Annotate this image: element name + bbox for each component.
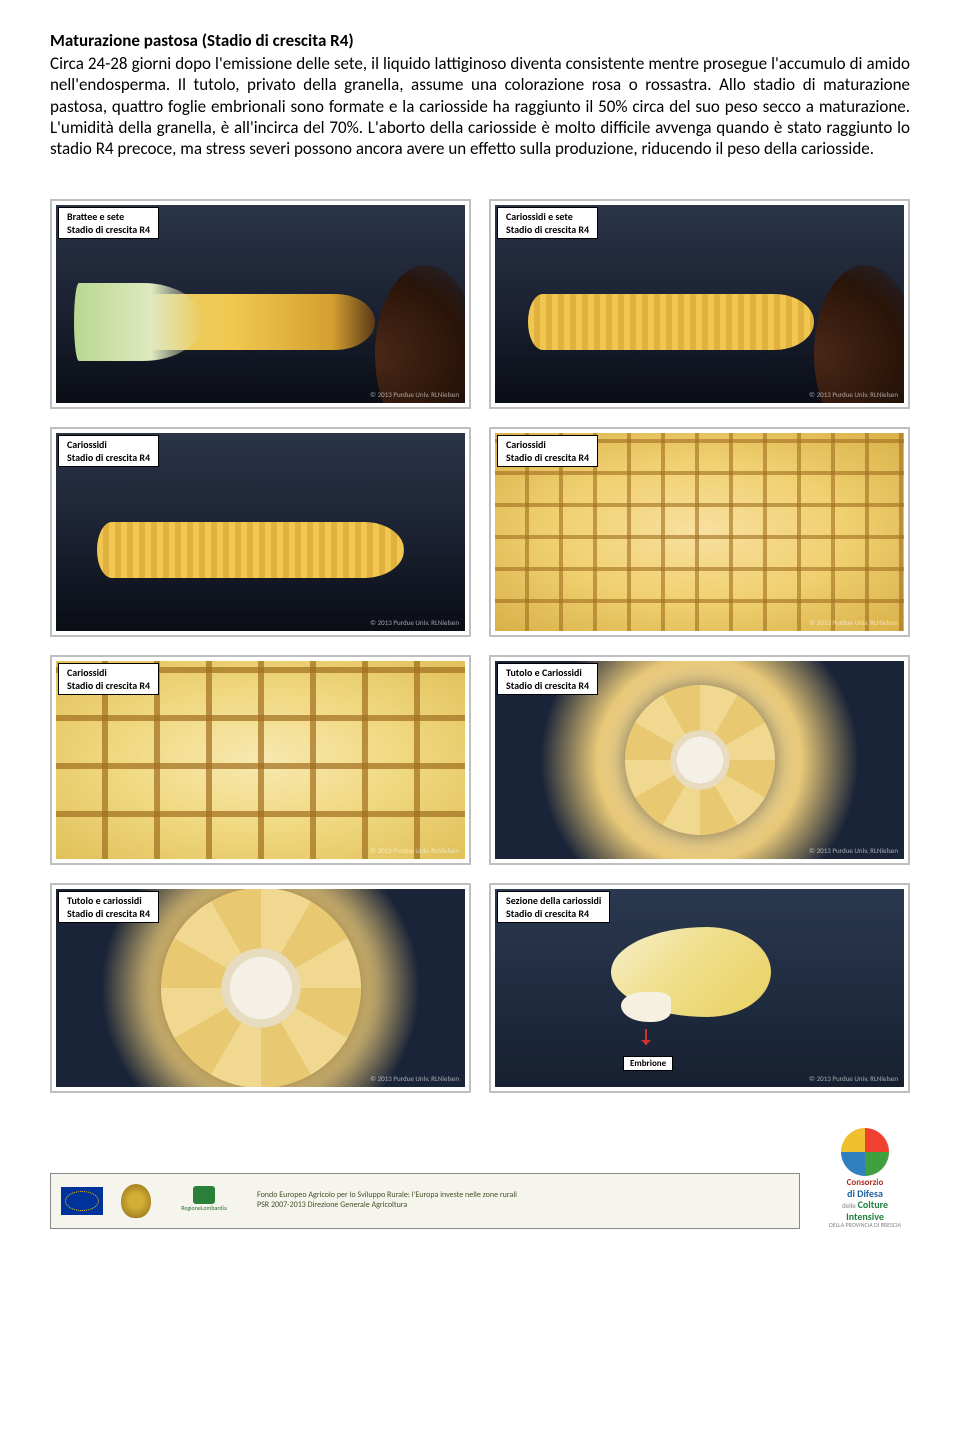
- eu-flag-icon: [61, 1187, 103, 1215]
- page-title: Maturazione pastosa (Stadio di crescita …: [50, 30, 910, 51]
- caption-box: Cariossidi Stadio di crescita R4: [497, 435, 598, 467]
- caption-box: Brattee e sete Stadio di crescita R4: [58, 207, 159, 239]
- caption-stage: Stadio di crescita R4: [506, 451, 589, 464]
- figure-cell: Tutolo e cariossidi Stadio di crescita R…: [50, 883, 471, 1093]
- footer-bar: RegioneLombardia Fondo Europeo Agricolo …: [50, 1173, 800, 1229]
- caption-title: Cariossidi: [67, 666, 150, 679]
- caption-stage: Stadio di crescita R4: [67, 907, 150, 920]
- caption-title: Cariossidi: [506, 438, 589, 451]
- body-paragraph: Circa 24-28 giorni dopo l'emissione dell…: [50, 53, 910, 159]
- image-row: Brattee e sete Stadio di crescita R4 © 2…: [50, 199, 910, 409]
- image-grid: Brattee e sete Stadio di crescita R4 © 2…: [50, 199, 910, 1093]
- caption-box: Cariossidi Stadio di crescita R4: [58, 435, 159, 467]
- caption-box: Cariossidi e sete Stadio di crescita R4: [497, 207, 598, 239]
- figure-cell: Brattee e sete Stadio di crescita R4 © 2…: [50, 199, 471, 409]
- caption-stage: Stadio di crescita R4: [506, 679, 589, 692]
- embryo-label: Embrione: [623, 1056, 673, 1071]
- caption-box: Cariossidi Stadio di crescita R4: [58, 663, 159, 695]
- caption-title: Tutolo e cariossidi: [67, 894, 150, 907]
- caption-title: Cariossidi: [67, 438, 150, 451]
- caption-title: Tutolo e Cariossidi: [506, 666, 589, 679]
- footer-text: Fondo Europeo Agricolo per lo Sviluppo R…: [257, 1191, 789, 1210]
- image-row: Tutolo e cariossidi Stadio di crescita R…: [50, 883, 910, 1093]
- caption-stage: Stadio di crescita R4: [67, 223, 150, 236]
- caption-box: Tutolo e Cariossidi Stadio di crescita R…: [497, 663, 598, 695]
- figure-cell: Tutolo e Cariossidi Stadio di crescita R…: [489, 655, 910, 865]
- figure-cell: Cariossidi Stadio di crescita R4 © 2013 …: [50, 655, 471, 865]
- caption-title: Sezione della cariossidi: [506, 894, 601, 907]
- caption-title: Cariossidi e sete: [506, 210, 589, 223]
- region-logo-icon: RegioneLombardia: [169, 1186, 239, 1216]
- figure-cell: Cariossidi e sete Stadio di crescita R4 …: [489, 199, 910, 409]
- figure-cell: Sezione della cariossidi Stadio di cresc…: [489, 883, 910, 1093]
- figure-cell: Cariossidi Stadio di crescita R4 © 2013 …: [489, 427, 910, 637]
- caption-stage: Stadio di crescita R4: [67, 679, 150, 692]
- caption-stage: Stadio di crescita R4: [506, 907, 601, 920]
- italy-emblem-icon: [121, 1184, 151, 1218]
- image-row: Cariossidi Stadio di crescita R4 © 2013 …: [50, 655, 910, 865]
- caption-title: Brattee e sete: [67, 210, 150, 223]
- caption-box: Sezione della cariossidi Stadio di cresc…: [497, 891, 610, 923]
- caption-stage: Stadio di crescita R4: [67, 451, 150, 464]
- page-footer: RegioneLombardia Fondo Europeo Agricolo …: [50, 1128, 910, 1228]
- figure-cell: Cariossidi Stadio di crescita R4 © 2013 …: [50, 427, 471, 637]
- caption-box: Tutolo e cariossidi Stadio di crescita R…: [58, 891, 159, 923]
- image-row: Cariossidi Stadio di crescita R4 © 2013 …: [50, 427, 910, 637]
- caption-stage: Stadio di crescita R4: [506, 223, 589, 236]
- consortium-logo-icon: [841, 1128, 889, 1176]
- consortium-logo: Consorzio di Difesa delle Colture Intens…: [820, 1128, 910, 1228]
